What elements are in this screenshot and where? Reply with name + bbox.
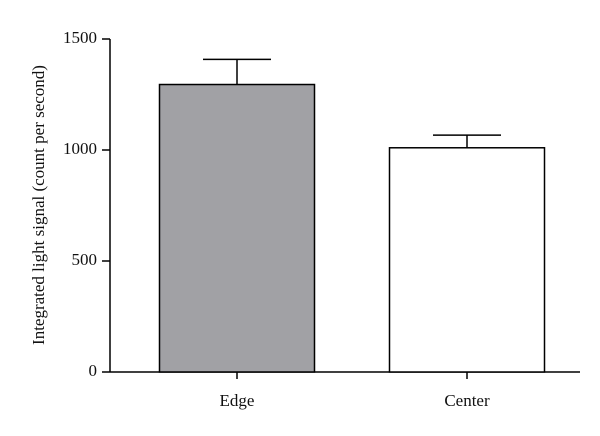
x-tick-label: Edge: [220, 391, 255, 410]
y-tick-label: 500: [72, 250, 98, 269]
y-tick-label: 1500: [63, 28, 97, 47]
bar: [388, 147, 546, 373]
y-axis-label: Integrated light signal (count per secon…: [29, 65, 48, 345]
y-tick-label: 1000: [63, 139, 97, 158]
y-tick-label: 0: [89, 361, 98, 380]
bar: [158, 83, 316, 373]
x-tick-label: Center: [444, 391, 490, 410]
